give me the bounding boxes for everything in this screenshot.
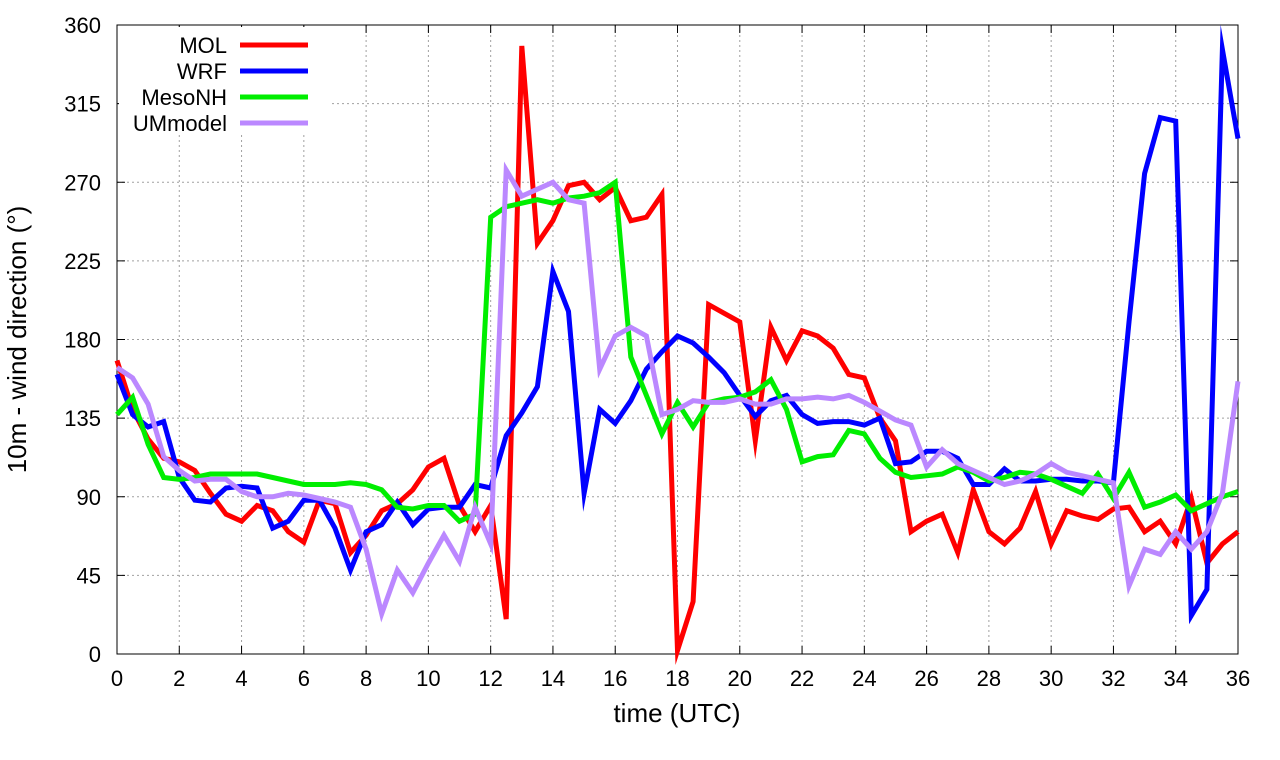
x-tick-label: 18 [665, 666, 689, 691]
x-tick-label: 6 [298, 666, 310, 691]
x-tick-label: 2 [173, 666, 185, 691]
axis-ticks: 0 2 4 6 8 10 12 14 16 18 20 22 24 26 28 30 32 34 360459013… [64, 13, 1250, 691]
series-line-mol [114, 45, 1240, 666]
y-tick-label: 90 [77, 485, 101, 510]
x-tick-label: 32 [1101, 666, 1125, 691]
x-tick-label: 28 [977, 666, 1001, 691]
x-tick-label: 16 [603, 666, 627, 691]
y-tick-label: 0 [89, 642, 101, 667]
legend-label-ummodel: UMmodel [133, 111, 227, 136]
x-tick-label: 26 [914, 666, 938, 691]
y-tick-label: 45 [77, 563, 101, 588]
y-tick-label: 270 [64, 170, 101, 195]
x-tick-label: 24 [852, 666, 876, 691]
x-tick-label: 34 [1163, 666, 1187, 691]
legend-label-mesonh: MesoNH [141, 85, 227, 110]
legend-label-wrf: WRF [177, 59, 227, 84]
y-tick-label: 180 [64, 328, 101, 353]
x-tick-label: 36 [1226, 666, 1250, 691]
x-tick-label: 20 [728, 666, 752, 691]
x-tick-label: 8 [360, 666, 372, 691]
x-tick-label: 14 [541, 666, 565, 691]
x-tick-label: 0 [111, 666, 123, 691]
x-tick-label: 12 [478, 666, 502, 691]
series-line-ummodel [115, 161, 1241, 623]
series-line-mesonh [115, 177, 1239, 525]
x-tick-label: 30 [1039, 666, 1063, 691]
y-tick-label: 225 [64, 249, 101, 274]
y-axis-title: 10m - wind direction (°) [2, 206, 32, 474]
x-axis-title: time (UTC) [613, 698, 740, 728]
data-series [114, 24, 1241, 666]
x-tick-label: 22 [790, 666, 814, 691]
y-tick-label: 315 [64, 92, 101, 117]
legend-label-mol: MOL [179, 33, 227, 58]
x-tick-label: 4 [235, 666, 247, 691]
x-tick-label: 10 [416, 666, 440, 691]
y-tick-label: 360 [64, 13, 101, 38]
y-tick-label: 135 [64, 406, 101, 431]
